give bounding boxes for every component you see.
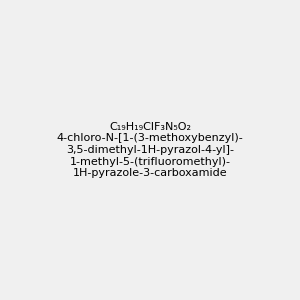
Text: C₁₉H₁₉ClF₃N₅O₂
4-chloro-N-[1-(3-methoxybenzyl)-
3,5-dimethyl-1H-pyrazol-4-yl]-
1: C₁₉H₁₉ClF₃N₅O₂ 4-chloro-N-[1-(3-methoxyb… [57,122,243,178]
